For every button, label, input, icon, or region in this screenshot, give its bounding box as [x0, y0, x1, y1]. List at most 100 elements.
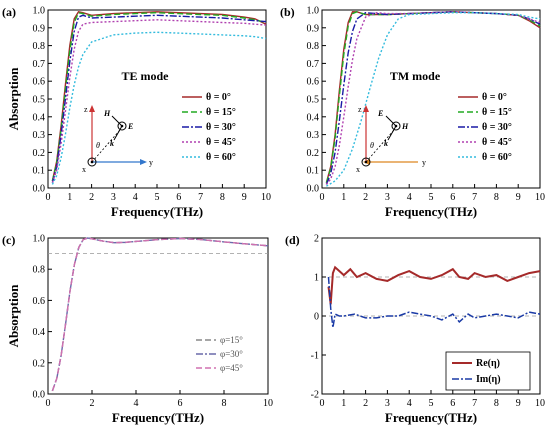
panel-a: 0 1 2 3 4 5 6 7 8 9 10 0.0 0.1 0.2 0.3 0.4 0.5 0.6 0.7 0.8 0…: [2, 5, 271, 219]
z-arrowhead: [363, 105, 369, 112]
x-tick-label: 3: [111, 192, 116, 203]
y-tick-label: 0.1: [33, 166, 46, 177]
y-axis-title: Absorption: [6, 284, 21, 348]
x-tick-label: 4: [407, 398, 412, 409]
x-axis-label: x: [356, 165, 360, 174]
incidence-line: [91, 129, 121, 163]
x-axis-title: Frequency(THz): [385, 410, 477, 425]
incidence-schematic: y z x H Ek θ: [82, 105, 153, 174]
series-line: [325, 11, 541, 185]
x-tick-label: 6: [450, 192, 455, 203]
y-tick-label: 0.2: [33, 358, 46, 369]
series-line: [327, 265, 541, 305]
series-line: [51, 19, 267, 183]
x-tick-label: 4: [133, 192, 138, 203]
y-tick-label: 1: [314, 273, 319, 284]
x-tick-label: 0: [320, 192, 325, 203]
x-tick-label: 10: [535, 398, 545, 409]
x-tick-label: 6: [176, 192, 181, 203]
vector-arrow: [385, 115, 397, 127]
legend-label: θ = 15°: [206, 107, 236, 118]
legend-label: θ = 15°: [482, 107, 512, 118]
y-axis-label: y: [149, 158, 153, 167]
legend: φ=15° φ=30° φ=45°: [196, 335, 243, 373]
y-tick-label: 0.0: [33, 184, 46, 195]
y-tick-label: 0.4: [33, 112, 46, 123]
panel-label: (d): [285, 233, 300, 247]
series-line: [327, 276, 541, 328]
x-axis-label: x: [82, 165, 86, 174]
x-axis-title: Frequency(THz): [112, 410, 204, 425]
y-tick-label: 0.3: [307, 130, 320, 141]
x-tick-label: 2: [89, 192, 94, 203]
x-tick-label: 5: [155, 192, 160, 203]
y-tick-label: 0.4: [33, 327, 46, 338]
x-tick-label: 3: [385, 398, 390, 409]
legend-label: Re(η): [476, 358, 500, 369]
y-tick-label: 0.6: [307, 77, 320, 88]
legend-label: θ = 0°: [206, 92, 231, 103]
k-vector-arrow: [113, 125, 123, 141]
panel-label: (c): [2, 233, 15, 247]
x-axis-title: Frequency(THz): [385, 204, 477, 219]
x-tick-label: 2: [363, 398, 368, 409]
y-tick-label: 0.7: [33, 59, 46, 70]
series-line: [51, 14, 267, 183]
plot-frame: [47, 237, 269, 395]
x-tick-label: 4: [134, 398, 139, 409]
y-tick-label: 0.6: [33, 77, 46, 88]
incidence-schematic: y z x E Hk θ: [356, 105, 426, 174]
x-tick-label: 8: [494, 192, 499, 203]
legend-label: θ = 45°: [482, 137, 512, 148]
legend-label: θ = 0°: [482, 92, 507, 103]
y-tick-label: 0.0: [307, 184, 320, 195]
y-tick-label: 0.5: [307, 95, 320, 106]
vector-arrow: [111, 115, 123, 127]
y-tick-label: 0.0: [33, 390, 46, 401]
x-tick-label: 7: [472, 398, 477, 409]
x-tick-label: 8: [494, 398, 499, 409]
x-tick-label: 8: [222, 398, 227, 409]
legend-label: φ=45°: [220, 363, 243, 373]
x-tick-label: 7: [198, 192, 203, 203]
x-tick-label: 9: [516, 398, 521, 409]
theta-label: θ: [370, 141, 374, 150]
k-label: k: [110, 139, 114, 148]
y-tick-label: 0.2: [33, 148, 46, 159]
series-line: [326, 11, 541, 187]
y-tick-label: 0.9: [33, 23, 46, 34]
legend-label: θ = 45°: [206, 137, 236, 148]
origin-circle-icon: [87, 157, 97, 167]
k-label: k: [384, 139, 388, 148]
x-tick-label: 6: [178, 398, 183, 409]
x-tick-label: 1: [67, 192, 72, 203]
legend: Re(η) Im(η): [445, 351, 531, 391]
panel-c: 0 2 4 6 8 10 0.0 0.2 0.4 0.6 0.8 1.0 Frequency(THz) A…: [2, 233, 273, 425]
panel-label: (a): [2, 5, 16, 19]
y-tick-label: 1.0: [33, 234, 46, 245]
legend-label: φ=30°: [220, 349, 243, 359]
y-tick-label: 0.3: [33, 130, 46, 141]
incidence-line: [365, 129, 395, 163]
origin-circle-icon: [361, 157, 371, 167]
x-tick-label: 1: [341, 398, 346, 409]
legend-box: [445, 351, 531, 391]
legend-label: θ = 30°: [206, 122, 236, 133]
y-arrowhead: [140, 159, 147, 165]
y-tick-label: 0.8: [33, 41, 46, 52]
y-tick-label: 1.0: [307, 6, 320, 17]
x-tick-label: 2: [363, 192, 368, 203]
y-tick-label: 0.8: [33, 265, 46, 276]
x-tick-label: 3: [385, 192, 390, 203]
field-label-2: H: [401, 122, 409, 131]
y-tick-label: 0.6: [33, 296, 46, 307]
x-tick-label: 4: [407, 192, 412, 203]
y-tick-label: 2: [314, 234, 319, 245]
y-tick-label: 0.2: [307, 148, 320, 159]
x-tick-label: 1: [341, 192, 346, 203]
y-tick-label: 0.5: [33, 95, 46, 106]
x-tick-label: 6: [450, 398, 455, 409]
k-vector-arrow: [387, 125, 397, 141]
field-label-1: E: [377, 109, 383, 118]
y-tick-label: 0.1: [307, 166, 320, 177]
